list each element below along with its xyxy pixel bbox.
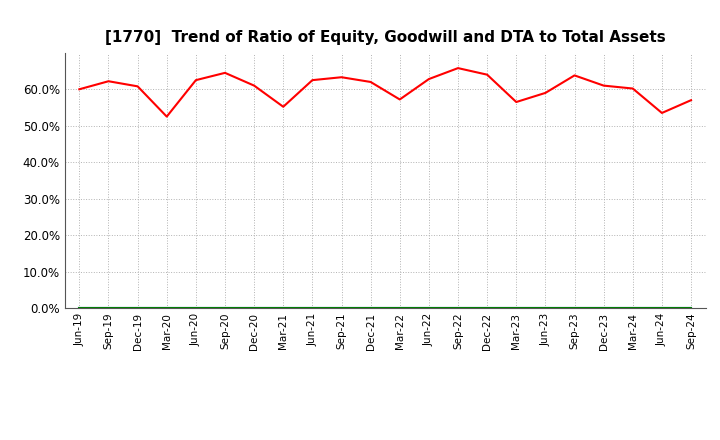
Line: Equity: Equity	[79, 68, 691, 117]
Deferred Tax Assets	[657, 305, 666, 311]
Equity	[599, 83, 608, 88]
Equity	[629, 86, 637, 91]
Deferred Tax Assets	[629, 305, 637, 311]
Deferred Tax Assets	[279, 305, 287, 311]
Equity	[687, 98, 696, 103]
Equity	[425, 77, 433, 82]
Goodwill	[599, 305, 608, 311]
Deferred Tax Assets	[395, 305, 404, 311]
Goodwill	[192, 305, 200, 311]
Deferred Tax Assets	[133, 305, 142, 311]
Equity	[570, 73, 579, 78]
Deferred Tax Assets	[454, 305, 462, 311]
Equity	[366, 79, 375, 84]
Goodwill	[250, 305, 258, 311]
Deferred Tax Assets	[541, 305, 550, 311]
Equity	[483, 72, 492, 77]
Goodwill	[279, 305, 287, 311]
Goodwill	[337, 305, 346, 311]
Equity	[454, 66, 462, 71]
Goodwill	[454, 305, 462, 311]
Goodwill	[425, 305, 433, 311]
Equity	[75, 87, 84, 92]
Equity	[395, 97, 404, 102]
Goodwill	[629, 305, 637, 311]
Equity	[512, 99, 521, 105]
Goodwill	[512, 305, 521, 311]
Title: [1770]  Trend of Ratio of Equity, Goodwill and DTA to Total Assets: [1770] Trend of Ratio of Equity, Goodwil…	[105, 29, 665, 45]
Goodwill	[220, 305, 229, 311]
Deferred Tax Assets	[250, 305, 258, 311]
Equity	[541, 90, 550, 95]
Equity	[133, 84, 142, 89]
Equity	[657, 110, 666, 116]
Deferred Tax Assets	[599, 305, 608, 311]
Goodwill	[541, 305, 550, 311]
Goodwill	[75, 305, 84, 311]
Equity	[220, 70, 229, 76]
Deferred Tax Assets	[512, 305, 521, 311]
Goodwill	[366, 305, 375, 311]
Equity	[337, 75, 346, 80]
Deferred Tax Assets	[687, 305, 696, 311]
Deferred Tax Assets	[570, 305, 579, 311]
Equity	[308, 77, 317, 83]
Goodwill	[687, 305, 696, 311]
Deferred Tax Assets	[425, 305, 433, 311]
Goodwill	[483, 305, 492, 311]
Equity	[279, 104, 287, 110]
Goodwill	[570, 305, 579, 311]
Deferred Tax Assets	[366, 305, 375, 311]
Goodwill	[395, 305, 404, 311]
Goodwill	[133, 305, 142, 311]
Equity	[104, 79, 113, 84]
Deferred Tax Assets	[75, 305, 84, 311]
Deferred Tax Assets	[163, 305, 171, 311]
Goodwill	[657, 305, 666, 311]
Equity	[192, 77, 200, 83]
Deferred Tax Assets	[104, 305, 113, 311]
Goodwill	[308, 305, 317, 311]
Deferred Tax Assets	[337, 305, 346, 311]
Deferred Tax Assets	[483, 305, 492, 311]
Deferred Tax Assets	[308, 305, 317, 311]
Deferred Tax Assets	[192, 305, 200, 311]
Goodwill	[163, 305, 171, 311]
Equity	[250, 83, 258, 88]
Deferred Tax Assets	[220, 305, 229, 311]
Equity	[163, 114, 171, 119]
Goodwill	[104, 305, 113, 311]
